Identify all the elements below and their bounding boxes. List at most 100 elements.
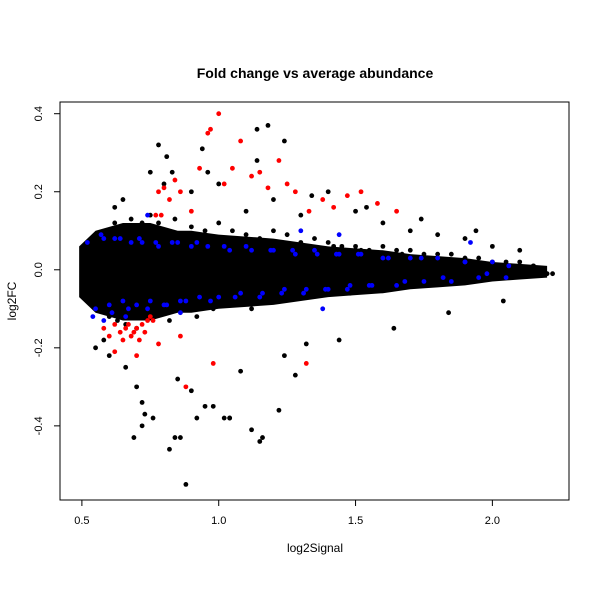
data-point: [93, 345, 98, 351]
x-tick-label: 1.0: [211, 515, 226, 527]
data-point: [437, 263, 443, 269]
data-point: [473, 228, 479, 234]
data-point: [221, 302, 227, 308]
data-point: [156, 243, 161, 249]
data-point: [435, 232, 441, 238]
y-tick-label: 0.0: [33, 262, 45, 277]
data-point: [178, 435, 183, 440]
y-tick-label: 0.4: [33, 106, 45, 121]
data-point: [183, 384, 189, 390]
data-point: [394, 208, 399, 214]
data-point: [375, 282, 380, 288]
data-point: [167, 446, 172, 452]
data-point: [136, 267, 142, 273]
data-point: [243, 208, 249, 214]
data-point: [265, 294, 271, 300]
data-point: [320, 306, 326, 312]
data-point: [407, 247, 413, 253]
data-point: [416, 282, 421, 288]
data-point: [257, 439, 263, 444]
data-point: [216, 220, 222, 226]
data-point: [153, 240, 159, 245]
data-point: [355, 251, 361, 257]
data-point: [484, 275, 490, 280]
data-point: [396, 271, 402, 277]
data-point: [238, 138, 244, 144]
data-point: [380, 220, 386, 226]
data-point: [292, 189, 298, 195]
data-point: [303, 286, 309, 292]
data-point: [221, 415, 227, 421]
data-point: [112, 322, 118, 327]
data-point: [276, 407, 282, 413]
data-point: [142, 411, 148, 417]
data-point: [342, 263, 348, 269]
data-point: [216, 181, 222, 187]
data-point: [492, 267, 498, 273]
data-point: [287, 267, 293, 273]
data-point: [421, 279, 427, 284]
data-point: [257, 236, 263, 241]
data-point: [484, 271, 490, 277]
data-point: [167, 197, 172, 202]
data-point: [364, 204, 369, 210]
data-point: [202, 403, 208, 409]
data-point: [372, 251, 378, 257]
data-point: [506, 263, 512, 269]
data-point: [183, 481, 189, 487]
data-point: [246, 271, 252, 277]
data-point: [399, 251, 405, 257]
data-point: [120, 298, 126, 304]
data-point: [314, 251, 320, 257]
data-point: [123, 325, 129, 331]
data-point: [249, 173, 254, 179]
data-point: [183, 298, 189, 304]
y-tick-label: -0.4: [33, 416, 45, 435]
data-point: [336, 232, 342, 238]
data-point: [205, 169, 211, 175]
data-point: [500, 298, 506, 304]
data-point: [298, 228, 304, 234]
data-point: [249, 306, 254, 312]
data-point: [202, 228, 208, 234]
series-1: [84, 212, 512, 323]
data-point: [333, 251, 339, 257]
data-point: [358, 247, 364, 253]
data-point: [331, 204, 337, 210]
data-point: [325, 240, 331, 245]
data-point: [147, 263, 153, 269]
data-point: [476, 255, 482, 261]
x-axis: 0.5 1.0 1.5 2.0: [74, 499, 500, 527]
data-point: [402, 282, 408, 288]
data-point: [525, 271, 531, 277]
data-point: [161, 228, 167, 234]
data-point: [290, 247, 296, 253]
data-point: [306, 208, 312, 214]
data-point: [87, 263, 93, 269]
data-point: [109, 310, 115, 316]
series-0: [79, 123, 555, 487]
data-point: [123, 314, 129, 320]
data-point: [120, 337, 126, 343]
data-point: [112, 349, 118, 355]
data-point: [407, 228, 413, 234]
data-point: [301, 290, 306, 296]
data-point: [424, 267, 430, 273]
data-point: [303, 341, 309, 347]
data-point: [139, 322, 145, 327]
data-point: [257, 294, 263, 300]
data-point: [188, 243, 194, 249]
data-point: [320, 197, 326, 202]
data-point: [375, 201, 380, 206]
data-point: [303, 361, 309, 366]
data-point: [429, 279, 435, 284]
data-point: [249, 427, 254, 433]
data-point: [178, 298, 183, 304]
data-point: [145, 212, 150, 218]
data-point: [462, 255, 468, 261]
data-point: [139, 423, 145, 429]
data-point: [101, 236, 107, 241]
data-point: [210, 306, 216, 312]
data-point: [366, 282, 372, 288]
